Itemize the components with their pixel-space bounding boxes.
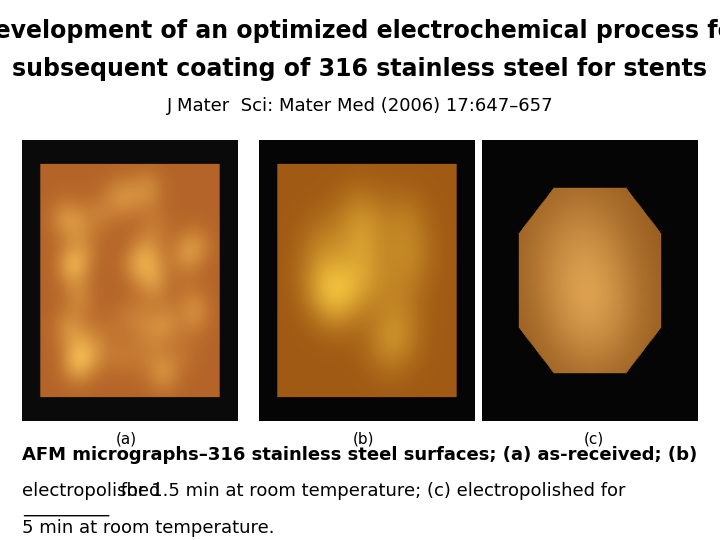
Text: (c): (c)	[584, 432, 604, 447]
Text: (b): (b)	[353, 432, 374, 447]
Text: 5 min at room temperature.: 5 min at room temperature.	[22, 519, 274, 537]
Text: (a): (a)	[115, 432, 137, 447]
Text: subsequent coating of 316 stainless steel for stents: subsequent coating of 316 stainless stee…	[12, 57, 708, 80]
Text: electropolished: electropolished	[22, 482, 160, 500]
Text: AFM micrographs–316 stainless steel surfaces; (a) as-received; (b): AFM micrographs–316 stainless steel surf…	[22, 446, 697, 463]
Text: Development of an optimized electrochemical process for: Development of an optimized electrochemi…	[0, 19, 720, 43]
Text: J Mater  Sci: Mater Med (2006) 17:647–657: J Mater Sci: Mater Med (2006) 17:647–657	[167, 97, 553, 115]
Text: for 1.5 min at room temperature; (c) electropolished for: for 1.5 min at room temperature; (c) ele…	[115, 482, 626, 500]
